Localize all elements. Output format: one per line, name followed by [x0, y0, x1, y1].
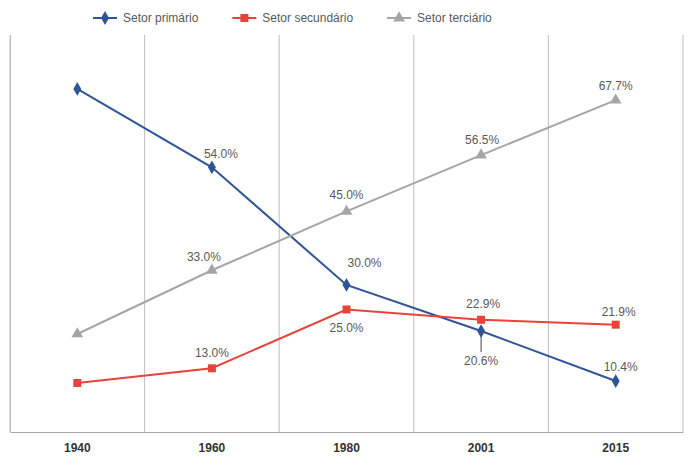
- grid-line: [413, 35, 414, 432]
- marker: [477, 324, 485, 338]
- marker: [73, 379, 81, 387]
- legend: Setor primário Setor secundário Setor terc…: [93, 11, 492, 25]
- legend-label: Setor secundário: [262, 11, 353, 25]
- legend-item: Setor secundário: [232, 11, 353, 25]
- grid-line: [683, 35, 684, 432]
- x-tick: 2001: [468, 432, 495, 455]
- data-label: 56.5%: [465, 133, 499, 147]
- marker: [475, 148, 487, 158]
- grid-line: [548, 35, 549, 432]
- data-label: 67.7%: [599, 79, 633, 93]
- x-axis-line: [11, 432, 684, 433]
- x-tick-label: 2015: [602, 441, 629, 455]
- x-tick-label: 1960: [199, 441, 226, 455]
- marker: [612, 321, 620, 329]
- legend-marker: [101, 11, 109, 25]
- chart: 1940 1960 1980 2001 2015 54.0% 30.0% 20.6% 10.4%…: [0, 0, 692, 457]
- data-label: 54.0%: [204, 147, 238, 161]
- data-label: 30.0%: [347, 256, 381, 270]
- y-axis: [10, 36, 11, 433]
- series-line: [77, 89, 615, 381]
- data-label: 10.4%: [604, 360, 638, 374]
- legend-label: Setor terciário: [417, 11, 492, 25]
- series-line: [77, 100, 615, 334]
- marker: [341, 205, 353, 215]
- marker: [71, 327, 83, 337]
- series-line: [77, 309, 615, 383]
- marker: [206, 263, 218, 273]
- legend-label: Setor primário: [123, 11, 199, 25]
- grid-line: [279, 35, 280, 432]
- marker: [73, 82, 81, 96]
- data-label: 45.0%: [329, 188, 363, 202]
- data-label: 22.9%: [466, 297, 500, 311]
- x-tick: 1980: [333, 432, 360, 455]
- data-label: 13.0%: [195, 346, 229, 360]
- grid: [10, 35, 683, 432]
- marker: [477, 316, 485, 324]
- series-markers: [73, 82, 619, 388]
- x-tick-label: 1940: [64, 441, 91, 455]
- legend-marker: [240, 14, 248, 22]
- legend-marker: [393, 11, 405, 21]
- x-tick: 1940: [64, 432, 91, 455]
- x-tick: 2015: [602, 432, 629, 455]
- marker: [343, 305, 351, 313]
- marker: [612, 374, 620, 388]
- legend-item: Setor terciário: [387, 11, 492, 25]
- marker: [343, 278, 351, 292]
- label-leader: [481, 337, 482, 352]
- marker: [208, 160, 216, 174]
- plot-area: [71, 82, 621, 388]
- data-label: 33.0%: [187, 250, 221, 264]
- data-label: 21.9%: [602, 305, 636, 319]
- legend-item: Setor primário: [93, 11, 199, 25]
- data-label: 20.6%: [464, 354, 498, 368]
- marker: [610, 93, 622, 103]
- x-tick-label: 1980: [333, 441, 360, 455]
- data-labels: 54.0% 30.0% 20.6% 10.4% 13.0% 25.0% 22.9% 21.9%…: [187, 79, 638, 374]
- x-tick: 1960: [199, 432, 226, 455]
- series-markers: [73, 305, 619, 387]
- marker: [208, 364, 216, 372]
- series-markers: [71, 93, 621, 337]
- x-axis: 1940 1960 1980 2001 2015: [11, 432, 684, 455]
- grid-line: [10, 35, 11, 432]
- y-axis-line: [10, 36, 11, 433]
- grid-line: [144, 35, 145, 432]
- x-tick-label: 2001: [468, 441, 495, 455]
- data-label: 25.0%: [329, 321, 363, 335]
